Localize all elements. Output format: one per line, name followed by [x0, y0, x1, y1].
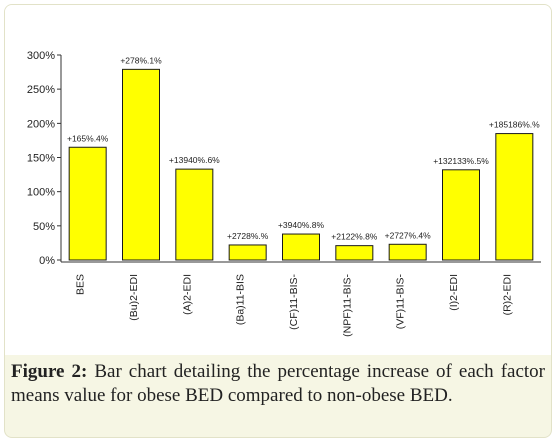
- data-label: +2727%.4%: [385, 230, 432, 240]
- data-label: +2122%.8%: [331, 232, 378, 242]
- bar-chart: 0% 50% 100% 150% 200% 250% 300% +165%.4% BES +278…: [27, 50, 541, 337]
- bar: [495, 133, 534, 261]
- bar: [122, 68, 160, 261]
- x-tick-label: (I)2-EDI: [448, 274, 460, 311]
- bar: [442, 169, 480, 261]
- plot-area: 0% 50% 100% 150% 200% 250% 300% +165%.4% BES +278…: [5, 5, 551, 355]
- x-tick-label: (Ba)11-BIS: [235, 274, 247, 325]
- bar: [175, 168, 214, 261]
- x-tick-label: (A)2-EDI: [181, 274, 193, 315]
- bar: [388, 243, 427, 261]
- y-tick-label: 200%: [27, 118, 55, 130]
- y-tick-label: 150%: [27, 153, 55, 165]
- bar: [68, 146, 107, 261]
- x-tick-label: (NPF)11-BIS-: [341, 273, 353, 336]
- x-tick-label: (CF)11-BIS-: [288, 274, 300, 330]
- bar: [228, 244, 267, 261]
- y-tick-label: 300%: [27, 50, 55, 62]
- data-label: +2728%.%: [227, 231, 269, 241]
- y-tick-label: 100%: [27, 187, 55, 199]
- data-label: +13940%.6%: [169, 155, 220, 165]
- figure-caption: Figure 2: Bar chart detailing the percen…: [11, 360, 545, 408]
- figure-frame: 0% 50% 100% 150% 200% 250% 300% +165%.4% BES +278…: [4, 4, 552, 438]
- data-label: +185186%.%: [489, 120, 540, 130]
- data-label: +165%.4%: [67, 133, 109, 143]
- y-tick-label: 250%: [27, 84, 55, 96]
- y-tick-label: 0%: [39, 255, 55, 267]
- x-tick-label: BES: [75, 274, 87, 295]
- figure-caption-text: Bar chart detailing the percentage incre…: [11, 361, 545, 406]
- bar: [335, 245, 374, 261]
- data-label: +3940%.8%: [278, 220, 325, 230]
- bar: [282, 233, 320, 261]
- y-tick-label: 50%: [33, 221, 55, 233]
- figure-caption-label: Figure 2:: [11, 361, 88, 382]
- x-tick-label: (R)2-EDI: [501, 274, 513, 315]
- x-tick-label: (Bu)2-EDI: [128, 274, 140, 321]
- data-label: +132133%.5%: [433, 156, 489, 166]
- x-tick-label: (VF)11-BIS-: [395, 274, 407, 330]
- data-label: +278%.1%: [120, 55, 162, 65]
